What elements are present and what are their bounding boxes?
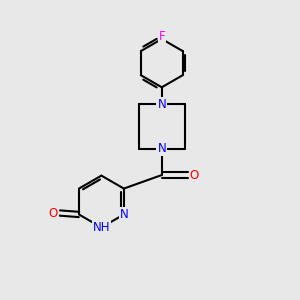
Text: O: O [49,206,58,220]
Text: N: N [158,98,166,111]
Text: O: O [190,169,199,182]
Text: N: N [119,208,128,221]
Text: NH: NH [93,221,110,234]
Text: N: N [158,142,166,155]
Text: F: F [158,30,165,43]
